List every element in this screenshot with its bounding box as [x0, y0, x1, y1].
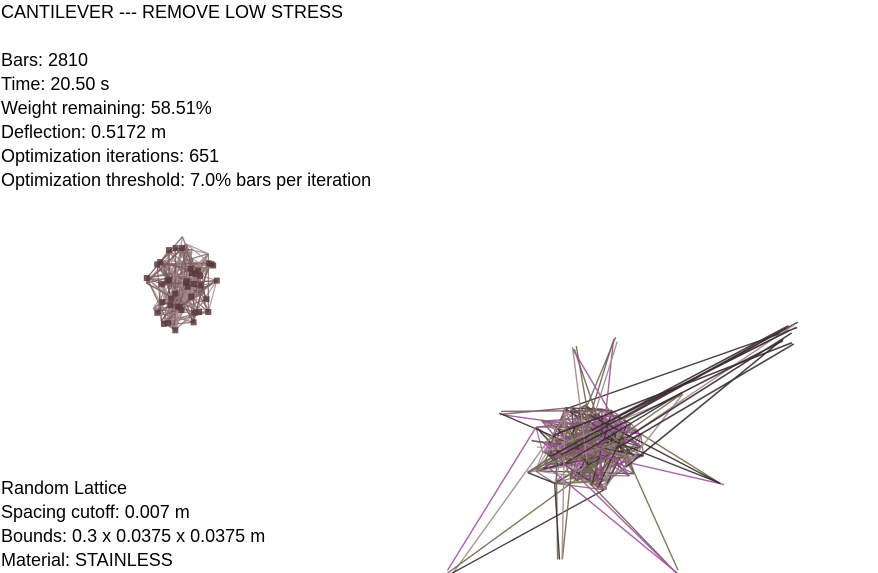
scene-title: CANTILEVER --- REMOVE LOW STRESS: [1, 2, 344, 22]
lattice-bounds: Bounds: 0.3 x 0.0375 x 0.0375 m: [1, 526, 266, 546]
spacing-cutoff: Spacing cutoff: 0.007 m: [1, 502, 190, 522]
optimization-iterations: Optimization iterations: 651: [1, 146, 220, 166]
deformed-lattice-structure: [446, 321, 799, 573]
bars-count: Bars: 2810: [1, 50, 89, 70]
lattice-type: Random Lattice: [1, 478, 128, 498]
optimization-threshold: Optimization threshold: 7.0% bars per it…: [1, 170, 372, 190]
weight-remaining: Weight remaining: 58.51%: [1, 98, 212, 118]
original-lattice-structure: [143, 236, 220, 334]
lattice-material: Material: STAINLESS: [1, 550, 173, 570]
elapsed-time: Time: 20.50 s: [1, 74, 110, 94]
deflection: Deflection: 0.5172 m: [1, 122, 167, 142]
